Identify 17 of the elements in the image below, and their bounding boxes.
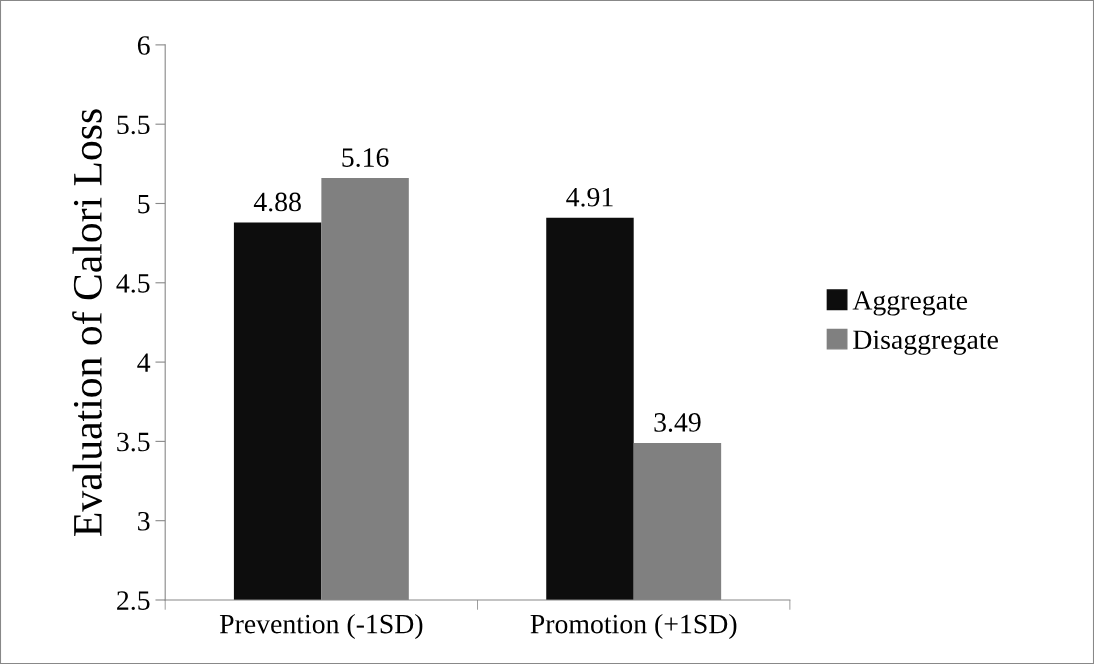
- data-label: 3.49: [654, 413, 701, 432]
- y-tick-label: 4.5: [116, 274, 150, 293]
- y-tick-label: 2.5: [117, 591, 150, 611]
- y-tick-label: 3: [138, 511, 150, 531]
- legend-label: Disaggregate: [853, 330, 998, 355]
- y-tick-label: 5: [138, 194, 150, 214]
- data-label: 5.16: [342, 148, 389, 168]
- legend-label: Aggregate: [852, 291, 968, 316]
- y-tick-label: 4: [137, 353, 151, 372]
- y-axis-title: Evaluation of Calori Loss: [72, 109, 102, 536]
- data-label: 4.91: [566, 187, 613, 207]
- x-tick-label: Promotion (+1SD): [530, 613, 737, 640]
- data-label: 4.88: [253, 192, 301, 212]
- x-tick-label: Prevention (-1SD): [219, 613, 423, 640]
- y-tick-label: 3.5: [117, 432, 150, 452]
- y-tick-label: 5.5: [117, 115, 150, 135]
- y-tick-label: 6: [137, 36, 150, 55]
